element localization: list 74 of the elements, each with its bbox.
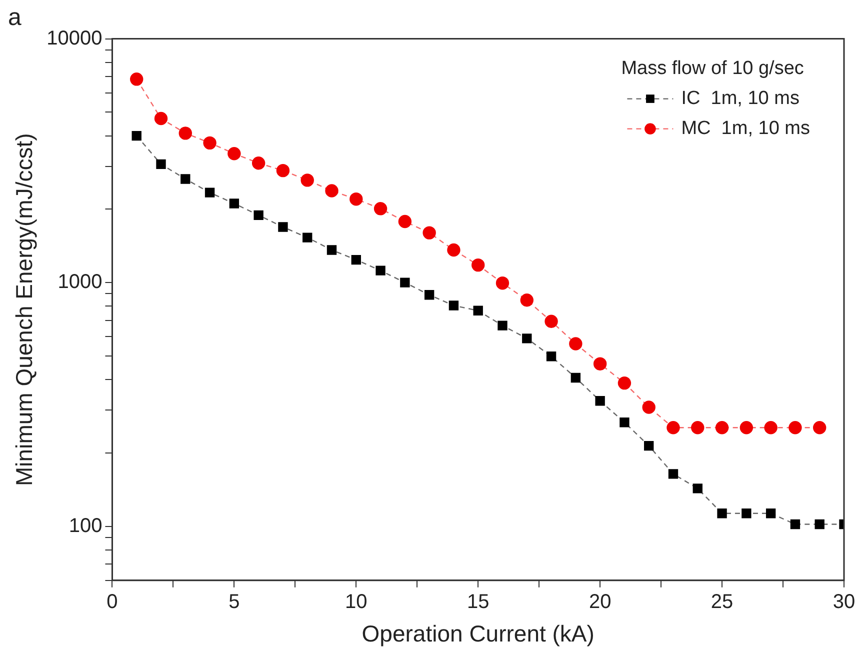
point bbox=[498, 320, 508, 330]
x-axis-title: Operation Current (kA) bbox=[362, 620, 594, 647]
point bbox=[544, 314, 558, 328]
point bbox=[715, 421, 729, 434]
point bbox=[447, 243, 460, 257]
x-tick-label: 25 bbox=[710, 590, 734, 613]
point bbox=[400, 278, 410, 288]
point bbox=[790, 519, 800, 530]
point bbox=[618, 376, 632, 390]
y-tick-label: 10000 bbox=[46, 27, 102, 50]
point bbox=[300, 174, 314, 187]
point bbox=[325, 184, 338, 198]
point bbox=[666, 421, 680, 434]
point bbox=[252, 156, 266, 170]
point bbox=[717, 508, 727, 518]
point bbox=[448, 300, 459, 310]
y-axis-title: Minimum Quench Energy(mJ/ccst) bbox=[11, 133, 38, 486]
legend-label: IC 1m, 10 ms bbox=[681, 88, 800, 110]
point bbox=[229, 198, 240, 208]
point bbox=[766, 508, 776, 518]
point bbox=[593, 357, 607, 370]
x-tick-label: 10 bbox=[345, 590, 368, 613]
point bbox=[254, 210, 264, 220]
point bbox=[740, 421, 754, 434]
point bbox=[178, 126, 192, 140]
point bbox=[424, 290, 434, 300]
legend-title: Mass flow of 10 g/sec bbox=[621, 58, 804, 80]
x-tick-label: 15 bbox=[466, 590, 490, 613]
point bbox=[156, 159, 166, 170]
x-tick-label: 20 bbox=[588, 590, 612, 613]
point bbox=[302, 232, 312, 242]
point bbox=[278, 222, 288, 232]
point bbox=[326, 245, 337, 255]
point bbox=[620, 418, 630, 428]
point bbox=[569, 337, 582, 350]
y-tick-label: 1000 bbox=[58, 271, 102, 294]
point bbox=[276, 164, 290, 178]
point bbox=[472, 258, 485, 272]
point bbox=[813, 421, 826, 434]
point bbox=[351, 254, 361, 265]
point bbox=[814, 519, 824, 530]
point bbox=[788, 421, 802, 434]
point bbox=[203, 136, 216, 150]
point bbox=[570, 372, 581, 383]
x-tick-label: 30 bbox=[832, 590, 856, 613]
point bbox=[376, 266, 386, 276]
point bbox=[742, 508, 752, 518]
point bbox=[642, 400, 656, 414]
point bbox=[522, 334, 532, 344]
point bbox=[546, 352, 556, 362]
x-tick-label: 5 bbox=[228, 590, 240, 613]
chart-title: a bbox=[8, 4, 22, 32]
point bbox=[398, 214, 412, 228]
point bbox=[764, 421, 778, 434]
point bbox=[691, 421, 704, 434]
y-tick-label: 100 bbox=[68, 514, 102, 537]
point bbox=[130, 72, 144, 86]
point bbox=[668, 469, 678, 479]
point bbox=[180, 174, 190, 184]
point bbox=[228, 147, 241, 160]
point bbox=[595, 396, 605, 406]
point bbox=[644, 440, 654, 451]
point bbox=[350, 192, 363, 206]
point bbox=[692, 484, 702, 494]
point bbox=[204, 188, 215, 198]
point bbox=[496, 276, 510, 290]
x-tick-label: 0 bbox=[106, 590, 118, 613]
point bbox=[374, 202, 388, 216]
point bbox=[422, 226, 436, 240]
point bbox=[473, 306, 483, 316]
legend-label: MC 1m, 10 ms bbox=[681, 118, 810, 140]
point bbox=[154, 112, 168, 126]
point bbox=[520, 294, 534, 307]
point bbox=[132, 130, 142, 141]
